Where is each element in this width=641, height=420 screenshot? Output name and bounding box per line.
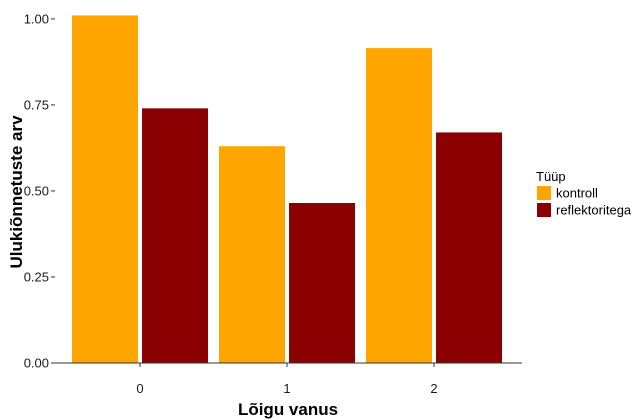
y-tick-label: 0.75: [24, 97, 49, 112]
bar-reflektoritega-0: [142, 108, 208, 364]
bar-reflektoritega-1: [289, 202, 355, 363]
x-axis-title: Lõigu vanus: [238, 400, 338, 419]
y-axis: 0.00 0.25 0.50 0.75 1.00: [24, 11, 55, 371]
x-tick-label: 0: [136, 381, 143, 396]
legend-label-kontroll: kontroll: [556, 186, 598, 201]
legend-items: kontroll reflektoritega: [537, 186, 632, 218]
y-tick-label: 0.00: [24, 356, 49, 371]
x-tick-label: 1: [283, 381, 290, 396]
bar-kontroll-1: [219, 146, 285, 363]
legend-key-kontroll: [537, 186, 551, 200]
bar-kontroll-2: [366, 48, 432, 363]
y-axis-title: Ulukiõnnetuste arv: [7, 115, 26, 269]
legend: Tüüp kontroll reflektoritega: [536, 169, 632, 218]
legend-label-reflektoritega: reflektoritega: [556, 203, 632, 218]
x-tick-label: 2: [430, 381, 437, 396]
y-tick-label: 0.50: [24, 183, 49, 198]
y-tick-label: 0.25: [24, 269, 49, 284]
legend-key-reflektoritega: [537, 203, 551, 217]
bar-reflektoritega-2: [436, 132, 502, 363]
legend-title: Tüüp: [536, 169, 566, 184]
x-axis: 0 1 2: [136, 363, 438, 396]
bar-kontroll-0: [72, 15, 138, 364]
y-tick-label: 1.00: [24, 11, 49, 26]
bars-group: [72, 15, 502, 364]
